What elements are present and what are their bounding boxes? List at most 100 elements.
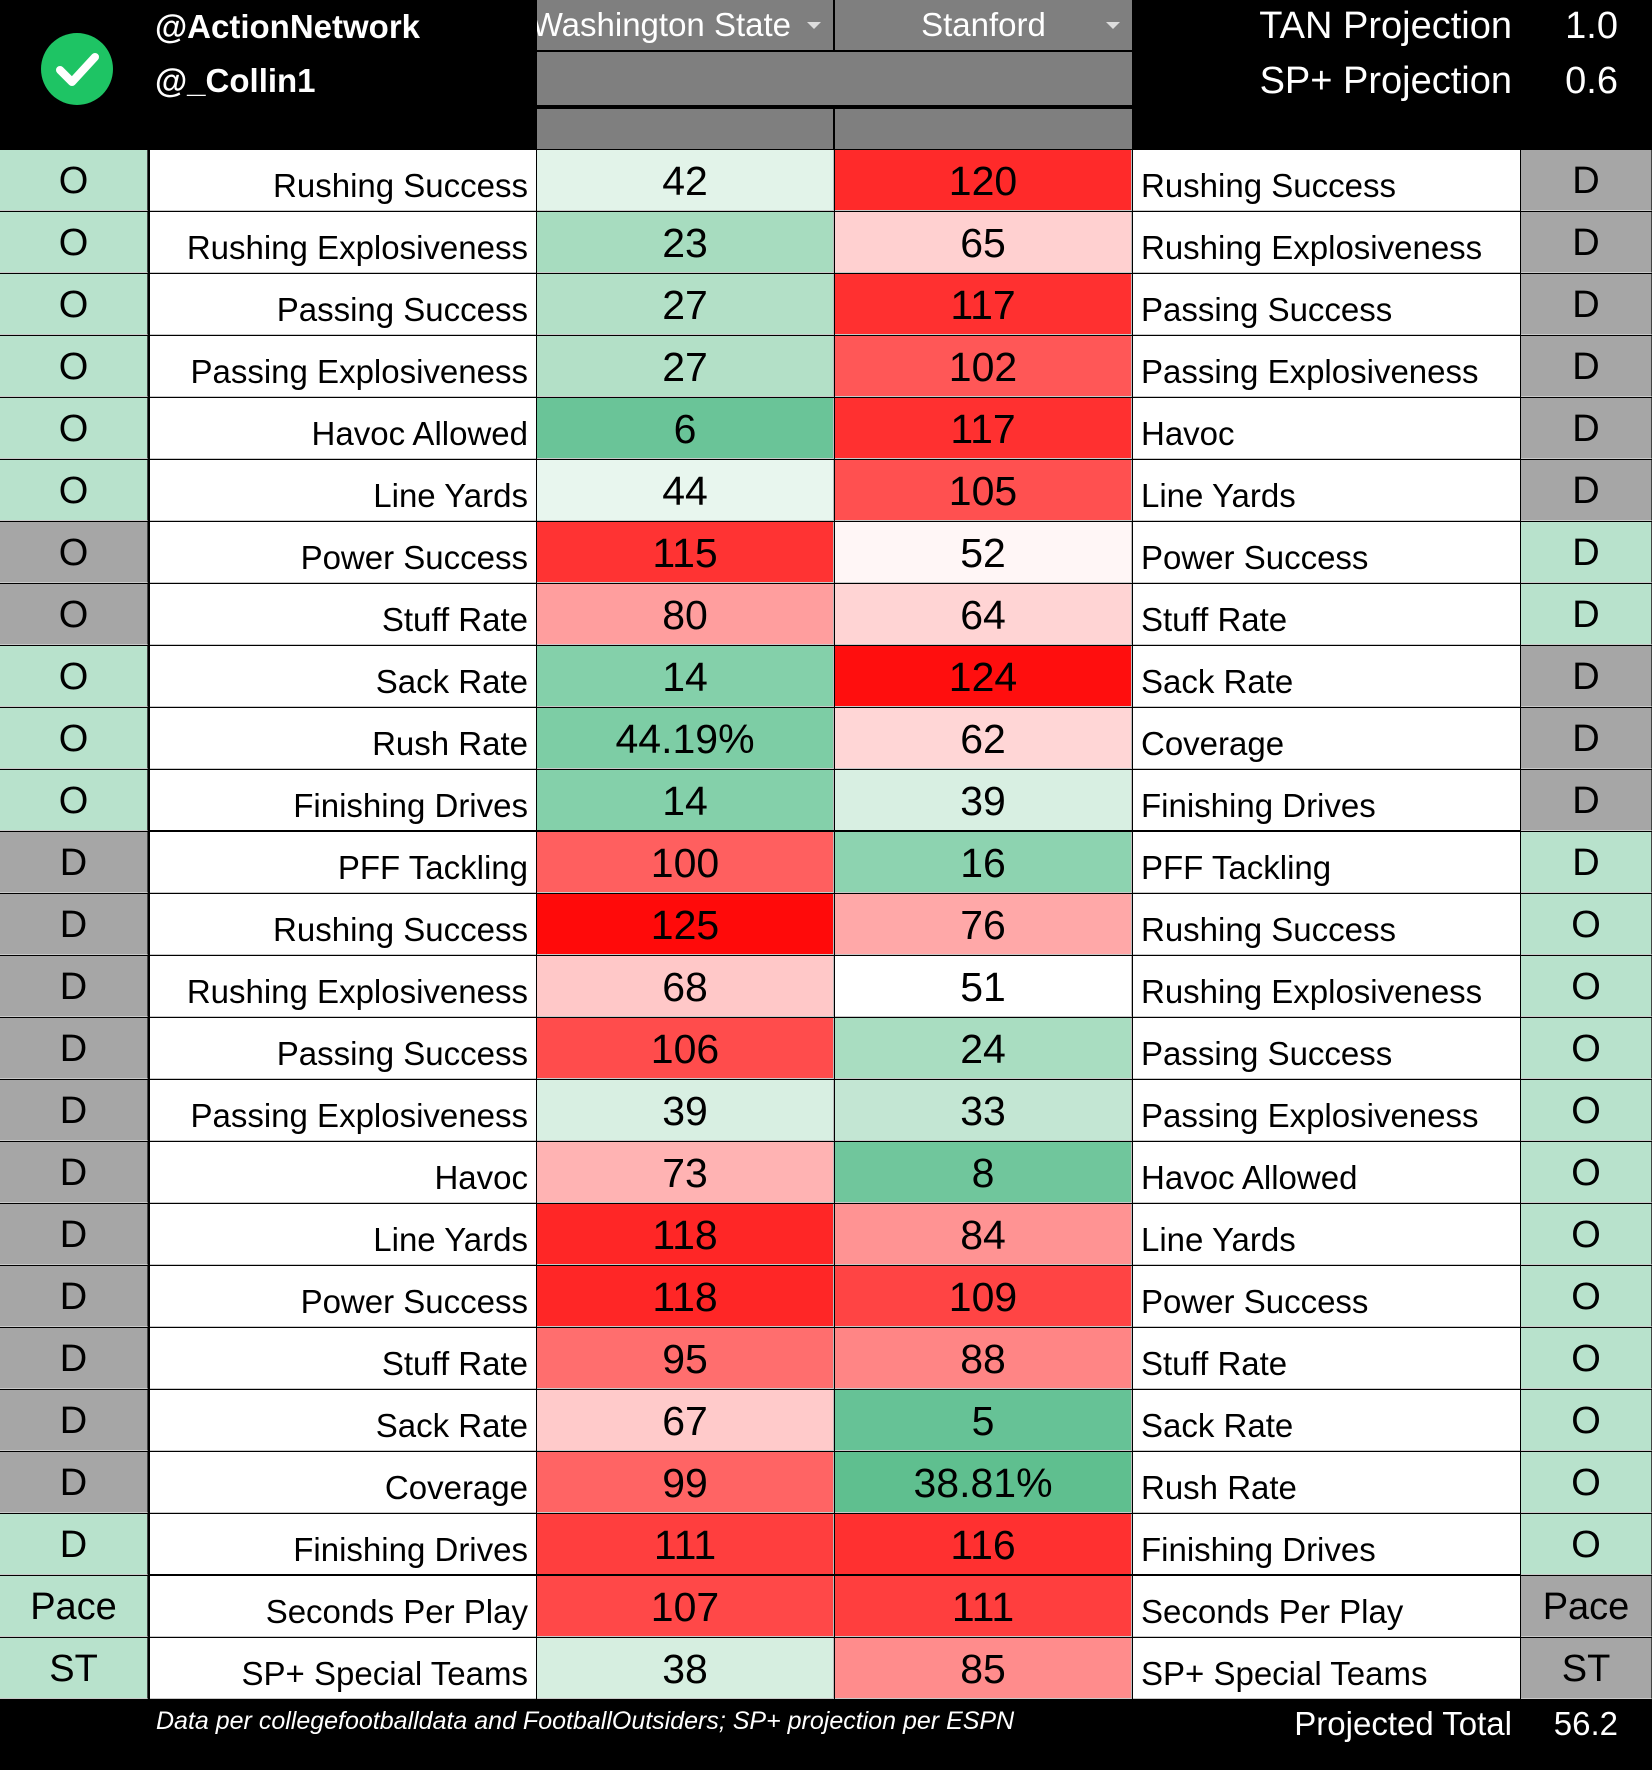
side-left-cell: D <box>0 1018 148 1079</box>
side-right-cell: D <box>1521 460 1652 521</box>
header-gray-cell-right <box>835 109 1132 149</box>
side-left-cell: D <box>0 1204 148 1265</box>
team-select-left[interactable]: Washington State <box>537 0 833 50</box>
stat-label-right: Finishing Drives <box>1133 1514 1520 1575</box>
side-right-cell: O <box>1521 1080 1652 1141</box>
stat-label-left: Power Success <box>150 522 536 583</box>
stat-label-left: Havoc Allowed <box>150 398 536 459</box>
stat-label-left: Passing Explosiveness <box>150 336 536 397</box>
rank-left-cell: 118 <box>537 1204 834 1265</box>
side-left-cell: O <box>0 336 148 397</box>
rank-right-cell: 124 <box>835 646 1132 707</box>
side-left-cell: O <box>0 212 148 273</box>
rank-left-cell: 44 <box>537 460 834 521</box>
rank-left-cell: 68 <box>537 956 834 1017</box>
handle-collin: @_Collin1 <box>155 62 316 99</box>
side-left-cell: O <box>0 274 148 335</box>
stat-label-left: SP+ Special Teams <box>150 1638 536 1699</box>
side-right-cell: O <box>1521 1266 1652 1327</box>
header-gray-band <box>537 52 1132 105</box>
stat-label-right: Rushing Explosiveness <box>1133 212 1520 273</box>
rank-right-cell: 88 <box>835 1328 1132 1389</box>
side-right-cell: O <box>1521 894 1652 955</box>
stat-label-left: Rushing Explosiveness <box>150 212 536 273</box>
rank-right-cell: 16 <box>835 832 1132 893</box>
side-left-cell: D <box>0 894 148 955</box>
header-gray-cell-left <box>537 109 833 149</box>
stat-label-right: Line Yards <box>1133 1204 1520 1265</box>
side-left-cell: D <box>0 832 148 893</box>
stat-label-left: Power Success <box>150 1266 536 1327</box>
side-right-cell: D <box>1521 212 1652 273</box>
team-select-right[interactable]: Stanford <box>835 0 1132 50</box>
table-row: D Stuff Rate 95 88 Stuff Rate O <box>0 1328 1652 1390</box>
stat-label-right: Stuff Rate <box>1133 1328 1520 1389</box>
rank-right-cell: 84 <box>835 1204 1132 1265</box>
section-divider <box>150 1574 1520 1576</box>
tan-projection-label: TAN Projection <box>1259 5 1512 47</box>
check-icon <box>40 32 114 106</box>
table-row: D PFF Tackling 100 16 PFF Tackling D <box>0 832 1652 894</box>
tan-projection-value: 1.0 <box>1565 5 1618 47</box>
table-row: O Passing Explosiveness 27 102 Passing Explo… <box>0 336 1652 398</box>
rank-left-cell: 111 <box>537 1514 834 1575</box>
stat-label-left: Line Yards <box>150 460 536 521</box>
stat-label-left: Rushing Explosiveness <box>150 956 536 1017</box>
stat-label-right: Passing Explosiveness <box>1133 336 1520 397</box>
rank-right-cell: 120 <box>835 150 1132 211</box>
projected-total-label: Projected Total <box>1294 1705 1512 1742</box>
side-left-cell: D <box>0 1452 148 1513</box>
table-row: D Finishing Drives 111 116 Finishing Drives O <box>0 1514 1652 1576</box>
side-right-cell: O <box>1521 1204 1652 1265</box>
stat-label-left: PFF Tackling <box>150 832 536 893</box>
rank-left-cell: 44.19% <box>537 708 834 769</box>
stat-label-left: Finishing Drives <box>150 1514 536 1575</box>
table-row: O Rushing Success 42 120 Rushing Success D <box>0 150 1652 212</box>
stat-label-right: PFF Tackling <box>1133 832 1520 893</box>
rank-right-cell: 38.81% <box>835 1452 1132 1513</box>
stat-label-left: Sack Rate <box>150 646 536 707</box>
rank-left-cell: 23 <box>537 212 834 273</box>
stat-label-left: Havoc <box>150 1142 536 1203</box>
side-left-cell: D <box>0 956 148 1017</box>
stat-label-right: Rushing Success <box>1133 150 1520 211</box>
rank-left-cell: 125 <box>537 894 834 955</box>
table-row: O Rushing Explosiveness 23 65 Rushing Explos… <box>0 212 1652 274</box>
stat-label-left: Passing Success <box>150 274 536 335</box>
side-left-cell: O <box>0 646 148 707</box>
rank-right-cell: 33 <box>835 1080 1132 1141</box>
rank-right-cell: 39 <box>835 770 1132 831</box>
section-divider <box>150 830 1520 832</box>
chevron-down-icon <box>1106 22 1120 29</box>
side-right-cell: O <box>1521 1142 1652 1203</box>
source-note: Data per collegefootballdata and Footbal… <box>156 1707 1015 1735</box>
side-right-cell: O <box>1521 956 1652 1017</box>
rank-left-cell: 42 <box>537 150 834 211</box>
table-row: D Line Yards 118 84 Line Yards O <box>0 1204 1652 1266</box>
stat-label-left: Sack Rate <box>150 1390 536 1451</box>
rank-right-cell: 111 <box>835 1576 1132 1637</box>
rank-right-cell: 52 <box>835 522 1132 583</box>
rank-left-cell: 39 <box>537 1080 834 1141</box>
rank-left-cell: 73 <box>537 1142 834 1203</box>
sp-projection-value: 0.6 <box>1565 60 1618 102</box>
table-row: D Coverage 99 38.81% Rush Rate O <box>0 1452 1652 1514</box>
rank-right-cell: 85 <box>835 1638 1132 1699</box>
stat-label-right: Seconds Per Play <box>1133 1576 1520 1637</box>
chevron-down-icon <box>807 22 821 29</box>
rank-left-cell: 99 <box>537 1452 834 1513</box>
side-left-cell: O <box>0 708 148 769</box>
side-right-cell: O <box>1521 1390 1652 1451</box>
rank-left-cell: 100 <box>537 832 834 893</box>
rank-left-cell: 14 <box>537 770 834 831</box>
side-left-cell: D <box>0 1328 148 1389</box>
projected-total-value: 56.2 <box>1553 1705 1618 1742</box>
stat-label-right: Passing Success <box>1133 274 1520 335</box>
stat-label-right: SP+ Special Teams <box>1133 1638 1520 1699</box>
side-left-cell: ST <box>0 1638 148 1699</box>
stat-label-left: Finishing Drives <box>150 770 536 831</box>
stat-label-right: Finishing Drives <box>1133 770 1520 831</box>
stat-label-left: Rush Rate <box>150 708 536 769</box>
side-right-cell: D <box>1521 832 1652 893</box>
